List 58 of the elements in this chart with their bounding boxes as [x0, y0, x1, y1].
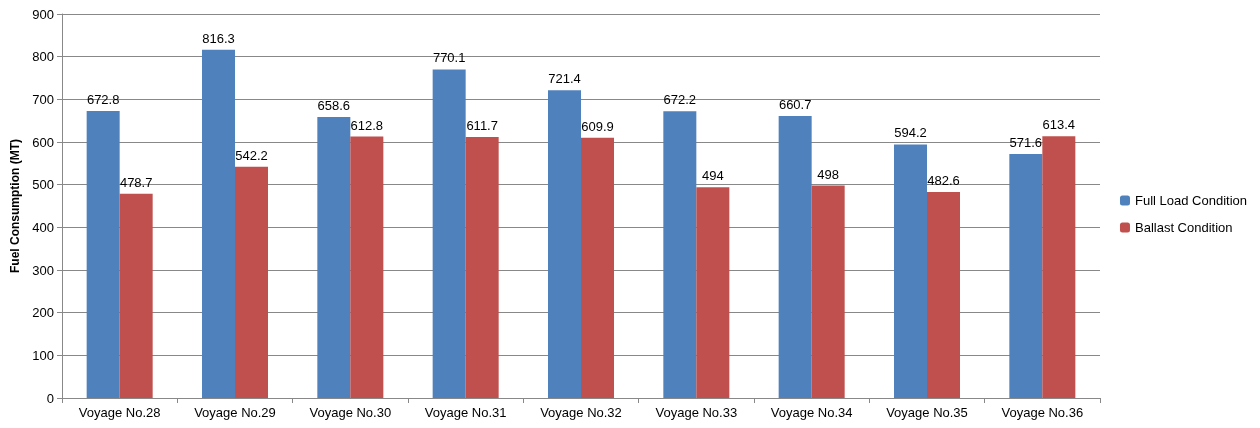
- y-tick-label: 300: [32, 262, 54, 278]
- bar: [432, 69, 466, 398]
- x-tick-label: Voyage No.30: [309, 405, 392, 420]
- bar: [1042, 136, 1076, 398]
- y-tick-label: 100: [32, 347, 54, 363]
- data-label: 482.6: [927, 173, 960, 189]
- y-axis-title: Fuel Consumption (MT): [8, 139, 23, 273]
- bar: [663, 111, 697, 398]
- x-tick-label: Voyage No.34: [770, 405, 853, 420]
- y-tick-label: 900: [32, 6, 54, 22]
- x-tick-label: Voyage No.31: [424, 405, 507, 420]
- legend-label: Full Load Condition: [1134, 193, 1248, 208]
- data-label: 542.2: [235, 147, 268, 163]
- bar: [581, 137, 614, 398]
- bar: [548, 90, 581, 398]
- bar: [696, 187, 730, 398]
- bar: [811, 185, 845, 398]
- data-label: 613.4: [1042, 117, 1076, 133]
- bar: [778, 116, 812, 398]
- x-tick-label: Voyage No.28: [78, 405, 161, 420]
- y-tick-label: 600: [32, 134, 54, 150]
- legend-label: Ballast Condition: [1134, 220, 1233, 235]
- data-label: 478.7: [119, 174, 153, 190]
- y-tick-label: 400: [32, 219, 54, 235]
- x-tick-label: Voyage No.33: [655, 405, 738, 420]
- data-label: 594.2: [894, 125, 927, 141]
- bar: [317, 117, 351, 398]
- x-tick-label: Voyage No.32: [540, 405, 622, 420]
- bar: [927, 192, 960, 398]
- data-label: 770.1: [432, 50, 466, 66]
- y-tick-label: 800: [32, 49, 54, 65]
- bar: [86, 110, 120, 398]
- x-tick-label: Voyage No.29: [194, 405, 276, 420]
- data-label: 498: [817, 166, 840, 182]
- y-tick-label: 200: [32, 305, 54, 321]
- bar: [465, 137, 499, 398]
- data-label: 660.7: [778, 97, 812, 113]
- data-label: 672.2: [663, 92, 697, 108]
- x-tick-label: Voyage No.35: [886, 405, 968, 420]
- data-label: 494: [701, 168, 724, 184]
- data-label: 672.8: [86, 91, 120, 107]
- data-label: 721.4: [548, 71, 581, 87]
- bar: [235, 166, 268, 398]
- bar: [894, 144, 927, 398]
- y-tick-label: 700: [32, 91, 54, 107]
- data-label: 609.9: [581, 118, 614, 134]
- y-tick-label: 0: [46, 390, 54, 406]
- data-label: 658.6: [317, 98, 351, 113]
- data-label: 816.3: [202, 30, 235, 46]
- data-label: 571.6: [1009, 135, 1043, 151]
- bar: [1009, 154, 1043, 398]
- bar: [202, 49, 235, 398]
- bar: [350, 136, 384, 398]
- bar: [119, 193, 153, 398]
- data-label: 611.7: [466, 118, 498, 134]
- data-label: 612.8: [350, 117, 384, 133]
- y-tick-label: 500: [32, 177, 54, 193]
- x-tick-label: Voyage No.36: [1001, 405, 1084, 420]
